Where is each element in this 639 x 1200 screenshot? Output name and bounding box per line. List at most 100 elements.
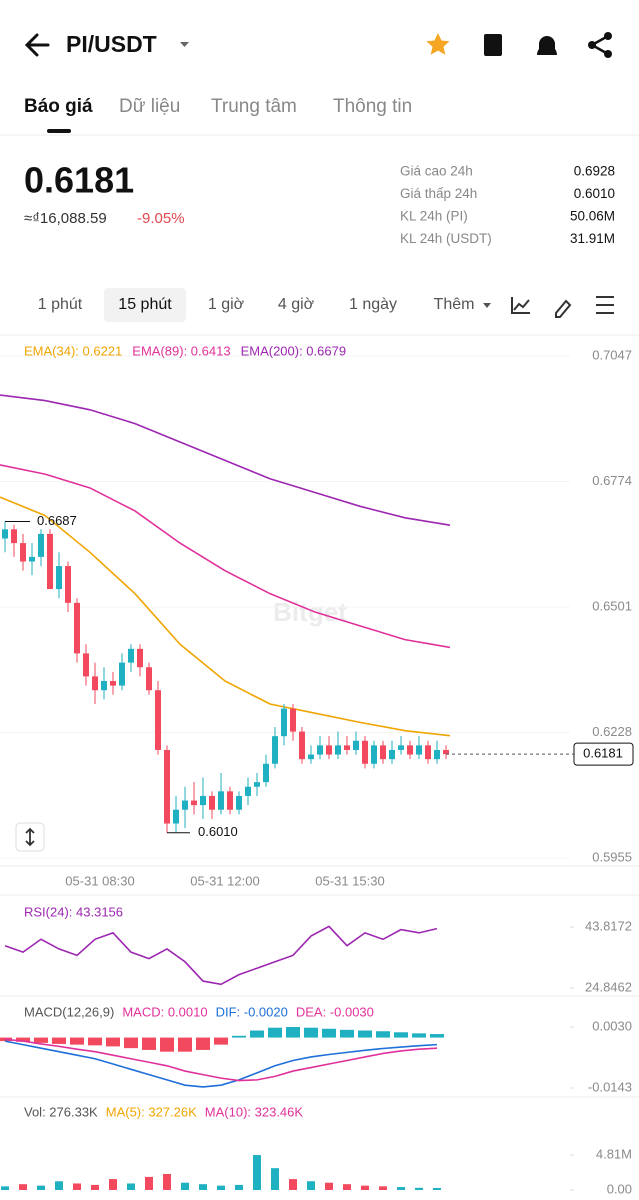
current-price-label: 0.6181 bbox=[583, 746, 623, 761]
ema-legend: EMA(34): 0.6221 bbox=[24, 343, 122, 358]
candle-body bbox=[398, 745, 404, 750]
stat-value: 0.6010 bbox=[574, 186, 615, 201]
candle-body bbox=[353, 740, 359, 750]
candle-body bbox=[56, 566, 62, 590]
timeframe[interactable]: 4 giờ bbox=[278, 296, 315, 313]
y-tick-label: 0.0030 bbox=[592, 1018, 632, 1033]
macd-bar bbox=[340, 1029, 354, 1038]
timeframe[interactable]: 1 giờ bbox=[208, 296, 245, 313]
volume-bar bbox=[343, 1184, 351, 1190]
tab[interactable]: Trung tâm bbox=[211, 96, 297, 117]
indicator-line bbox=[4, 1040, 438, 1088]
ema-line bbox=[0, 464, 451, 649]
stat-value: 31.91M bbox=[570, 231, 615, 246]
tab[interactable]: Thông tin bbox=[333, 96, 412, 117]
volume-bar bbox=[163, 1173, 171, 1190]
vol-legend: MA(5): 327.26K bbox=[106, 1104, 197, 1119]
ema-line bbox=[0, 496, 451, 737]
candle-body bbox=[182, 800, 188, 810]
pair-title[interactable]: PI/USDT bbox=[66, 31, 157, 57]
timeframe[interactable]: Thêm bbox=[434, 296, 475, 313]
tab[interactable]: Báo giá bbox=[24, 96, 93, 117]
macd-bar bbox=[250, 1030, 264, 1038]
volume-bar bbox=[379, 1186, 387, 1190]
macd-bar bbox=[430, 1034, 444, 1038]
candle-body bbox=[299, 731, 305, 760]
macd-bar bbox=[88, 1037, 102, 1046]
volume-bar bbox=[217, 1185, 225, 1190]
macd-bar bbox=[304, 1027, 318, 1038]
candle-body bbox=[371, 745, 377, 764]
candle-body bbox=[290, 708, 296, 732]
stat-value: 0.6928 bbox=[574, 164, 615, 179]
y-tick-label: -0.0143 bbox=[588, 1079, 632, 1094]
volume-bar bbox=[127, 1183, 135, 1190]
y-tick-label: 0.6774 bbox=[592, 473, 632, 488]
volume-bar bbox=[109, 1179, 117, 1190]
alert-icon[interactable] bbox=[537, 36, 557, 55]
candle-body bbox=[110, 681, 116, 686]
candle-body bbox=[191, 800, 197, 806]
candle-body bbox=[74, 602, 80, 654]
y-tick-label: 0.5955 bbox=[592, 849, 632, 864]
macd-bar bbox=[376, 1031, 390, 1038]
current-price-box bbox=[573, 742, 634, 766]
timeframe-selected-bg bbox=[104, 288, 186, 322]
candle-body bbox=[128, 648, 134, 663]
candle-body bbox=[317, 745, 323, 755]
favorite-icon[interactable] bbox=[426, 33, 450, 55]
candle-body bbox=[254, 782, 260, 787]
back-button[interactable] bbox=[24, 33, 50, 57]
candle-body bbox=[236, 795, 242, 810]
volume-bar bbox=[289, 1179, 297, 1190]
candle-body bbox=[20, 543, 26, 562]
candle-body bbox=[92, 676, 98, 691]
timeframe[interactable]: 1 phút bbox=[38, 296, 83, 313]
candle-body bbox=[137, 648, 143, 668]
stat-value: 50.06M bbox=[570, 209, 615, 224]
timeframe[interactable]: 15 phút bbox=[118, 296, 172, 313]
volume-bar bbox=[253, 1155, 261, 1190]
timeframe[interactable]: 1 ngày bbox=[349, 296, 397, 313]
candle-body bbox=[407, 745, 413, 755]
macd-bar bbox=[160, 1037, 174, 1052]
candle-body bbox=[155, 690, 161, 750]
volume-bar bbox=[433, 1187, 441, 1190]
candle-body bbox=[272, 736, 278, 764]
macd-legend: MACD: 0.0010 bbox=[122, 1004, 207, 1019]
candle-body bbox=[101, 681, 107, 691]
stat-label: Giá thấp 24h bbox=[400, 186, 477, 201]
volume-bar bbox=[37, 1185, 45, 1190]
candle-body bbox=[2, 529, 8, 539]
macd-bar bbox=[196, 1037, 210, 1050]
fiat-price: ≈₫16,088.59 bbox=[24, 210, 107, 227]
x-tick-label: 05-31 15:30 bbox=[315, 873, 384, 888]
candle-body bbox=[119, 662, 125, 686]
y-tick-label: 0.6228 bbox=[592, 724, 632, 739]
candle-body bbox=[47, 533, 53, 590]
pair-dropdown[interactable] bbox=[180, 42, 189, 47]
stat-label: KL 24h (PI) bbox=[400, 209, 468, 224]
candle-body bbox=[245, 786, 251, 796]
share-icon[interactable] bbox=[588, 32, 612, 58]
macd-bar bbox=[124, 1037, 138, 1049]
chart-tools[interactable] bbox=[511, 296, 614, 318]
volume-bar bbox=[1, 1186, 9, 1190]
ema-legend: EMA(89): 0.6413 bbox=[132, 343, 230, 358]
y-tick-label: 43.8172 bbox=[585, 918, 632, 933]
volume-bar bbox=[91, 1184, 99, 1190]
scale-toggle[interactable] bbox=[15, 822, 45, 852]
indicator-line bbox=[4, 925, 438, 986]
tab[interactable]: Dữ liệu bbox=[119, 96, 180, 117]
stat-label: Giá cao 24h bbox=[400, 164, 473, 179]
candle-body bbox=[389, 749, 395, 760]
volume-bar bbox=[325, 1182, 333, 1190]
candle-body bbox=[326, 745, 332, 755]
volume-bar bbox=[55, 1181, 63, 1190]
candle-body bbox=[425, 745, 431, 760]
notes-icon[interactable] bbox=[484, 34, 502, 56]
y-tick-label: 0.00 bbox=[607, 1181, 632, 1196]
indicator-line bbox=[4, 1038, 438, 1082]
rsi-legend: RSI(24): 43.3156 bbox=[24, 904, 123, 919]
volume-bar bbox=[307, 1181, 315, 1190]
